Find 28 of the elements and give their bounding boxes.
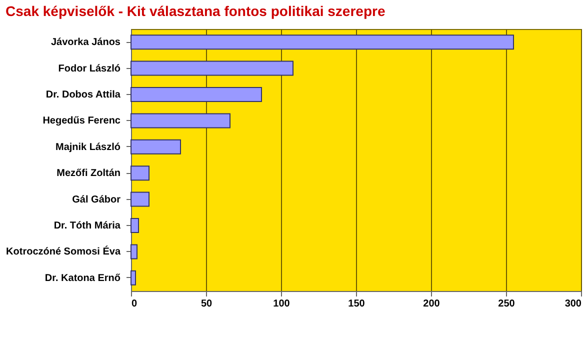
x-tick-label: 150 [348,298,366,310]
x-tick-label: 50 [200,298,212,310]
bar [130,60,294,76]
y-tick-label: Jávorka János [51,37,121,48]
y-tick-label: Gál Gábor [72,194,121,206]
y-tick-label: Dr. Dobos Attila [46,90,121,100]
bar [130,244,138,260]
x-tick-label: 300 [564,298,582,310]
y-tick-label: Mezőfi Zoltán [56,168,120,180]
y-tick-label: Dr. Katona Ernő [44,272,120,284]
x-tick-label: 0 [132,298,138,310]
bar [130,139,181,154]
y-tick-label: Fodor László [58,63,120,74]
x-tick-label: 250 [498,298,516,310]
bar [130,87,262,102]
y-tick-label: Majnik László [55,142,120,153]
bar [130,113,230,128]
y-tick-label: Dr. Tóth Mária [54,220,121,232]
y-tick-label: Hegedűs Ferenc [42,116,121,127]
y-tick-label: Kotroczóné Somosi Éva [6,246,121,258]
bar [130,192,150,207]
chart-title: Csak képviselők - Kit választana fontos politikai szerepre [6,3,386,19]
bar [130,270,136,286]
bar [130,166,150,181]
x-tick-label: 200 [423,298,440,310]
x-tick-label: 100 [273,298,290,310]
bar [130,34,514,50]
bar [130,218,139,233]
